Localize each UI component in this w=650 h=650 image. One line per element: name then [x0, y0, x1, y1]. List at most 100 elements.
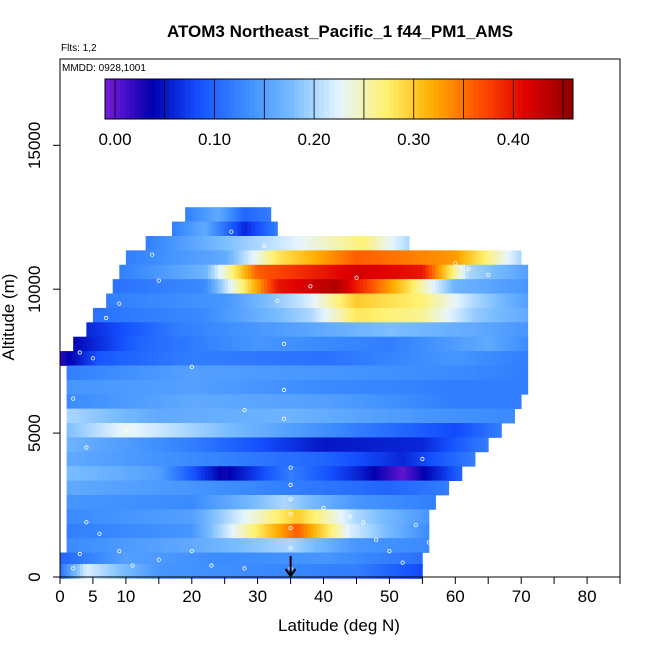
heatmap-cell — [484, 322, 489, 338]
heatmap-cell — [366, 509, 371, 525]
heatmap-cell — [452, 379, 456, 395]
sample-point — [453, 502, 458, 508]
heatmap-cell — [66, 408, 71, 424]
heatmap-cell — [376, 250, 380, 266]
heatmap-cell — [379, 538, 384, 553]
heatmap-cell — [399, 466, 403, 481]
heatmap-cell — [109, 509, 114, 525]
heatmap-cell — [168, 293, 173, 309]
heatmap-cell — [396, 408, 400, 424]
heatmap-cell — [412, 451, 417, 467]
heatmap-cell — [172, 466, 176, 481]
heatmap-cell — [396, 322, 400, 338]
heatmap-cell — [455, 307, 459, 323]
heatmap-cell — [218, 538, 222, 553]
heatmap-cell — [284, 351, 288, 366]
heatmap-cell — [412, 379, 417, 395]
heatmap-cell — [214, 564, 219, 579]
heatmap-cell — [280, 322, 285, 338]
heatmap-cell — [445, 451, 450, 467]
heatmap-cell — [293, 552, 298, 568]
heatmap-cell — [326, 552, 331, 568]
heatmap-cell — [251, 466, 255, 481]
heatmap-cell — [386, 408, 390, 424]
heatmap-cell — [172, 235, 176, 251]
heatmap-cell — [343, 564, 347, 579]
heatmap-cell — [168, 538, 173, 553]
heatmap-cell — [181, 365, 186, 381]
heatmap-cell — [264, 322, 268, 338]
heatmap-cell — [468, 307, 473, 323]
heatmap-cell — [435, 351, 440, 366]
heatmap-cell — [290, 423, 295, 438]
heatmap-cell — [168, 466, 173, 481]
heatmap-cell — [274, 322, 278, 338]
colorbar-cell — [358, 79, 365, 119]
heatmap-cell — [241, 494, 245, 510]
heatmap-cell — [251, 293, 255, 309]
heatmap-cell — [162, 293, 166, 309]
heatmap-cell — [267, 494, 272, 510]
heatmap-cell — [349, 451, 354, 467]
heatmap-cell — [178, 480, 183, 496]
heatmap-cell — [264, 538, 268, 553]
heatmap-cell — [99, 408, 104, 424]
heatmap-cell — [280, 480, 285, 496]
heatmap-cell — [244, 250, 249, 266]
heatmap-cell — [102, 336, 107, 352]
heatmap-cell — [251, 379, 255, 395]
heatmap-cell — [412, 307, 417, 323]
heatmap-cell — [165, 322, 170, 338]
heatmap-cell — [290, 307, 295, 323]
heatmap-cell — [86, 451, 91, 467]
heatmap-cell — [228, 423, 232, 438]
heatmap-cell — [471, 408, 476, 424]
heatmap-cell — [168, 564, 173, 579]
heatmap-cell — [63, 564, 67, 579]
heatmap-cell — [162, 351, 166, 366]
heatmap-cell — [264, 250, 268, 266]
heatmap-cell — [517, 293, 522, 309]
heatmap-cell — [475, 423, 479, 438]
heatmap-cell — [498, 379, 502, 395]
heatmap-cell — [83, 552, 87, 568]
heatmap-cell — [267, 365, 272, 381]
heatmap-cell — [119, 279, 123, 294]
heatmap-cell — [148, 451, 153, 467]
heatmap-cell — [366, 322, 371, 338]
heatmap-cell — [284, 564, 288, 579]
heatmap-cell — [251, 552, 255, 568]
heatmap-cell — [330, 279, 334, 294]
heatmap-cell — [204, 365, 209, 381]
sample-point — [288, 511, 293, 516]
heatmap-cell — [251, 365, 255, 381]
heatmap-cell — [129, 494, 133, 510]
heatmap-cell — [152, 264, 156, 280]
heatmap-cell — [264, 379, 268, 395]
heatmap-cell — [211, 538, 216, 553]
heatmap-cell — [438, 293, 443, 309]
heatmap-cell — [333, 293, 338, 309]
heatmap-cell — [191, 307, 196, 323]
heatmap-cell — [313, 365, 318, 381]
heatmap-cell — [412, 293, 417, 309]
heatmap-cell — [96, 408, 100, 424]
heatmap-cell — [346, 293, 351, 309]
heatmap-cell — [330, 351, 334, 366]
heatmap-cell — [366, 307, 371, 323]
heatmap-cell — [247, 264, 252, 280]
heatmap-cell — [392, 322, 397, 338]
heatmap-cell — [139, 538, 143, 553]
heatmap-cell — [363, 437, 367, 453]
heatmap-cell — [234, 293, 239, 309]
heatmap-cell — [139, 394, 143, 410]
colorbar-cell — [363, 79, 370, 119]
heatmap-cell — [379, 264, 384, 280]
heatmap-cell — [116, 365, 120, 381]
heatmap-cell — [231, 423, 235, 438]
heatmap-cell — [458, 437, 463, 453]
heatmap-cell — [524, 307, 529, 323]
heatmap-cell — [251, 480, 255, 496]
heatmap-cell — [132, 365, 137, 381]
heatmap-cell — [356, 235, 361, 251]
